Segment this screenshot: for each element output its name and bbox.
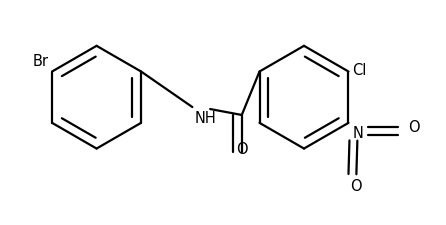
- Text: Br: Br: [32, 53, 48, 68]
- Text: O: O: [408, 120, 419, 135]
- Text: Cl: Cl: [352, 63, 367, 78]
- Text: NH: NH: [194, 110, 216, 126]
- Text: O: O: [236, 142, 248, 157]
- Text: O: O: [351, 178, 362, 193]
- Text: N: N: [352, 125, 363, 140]
